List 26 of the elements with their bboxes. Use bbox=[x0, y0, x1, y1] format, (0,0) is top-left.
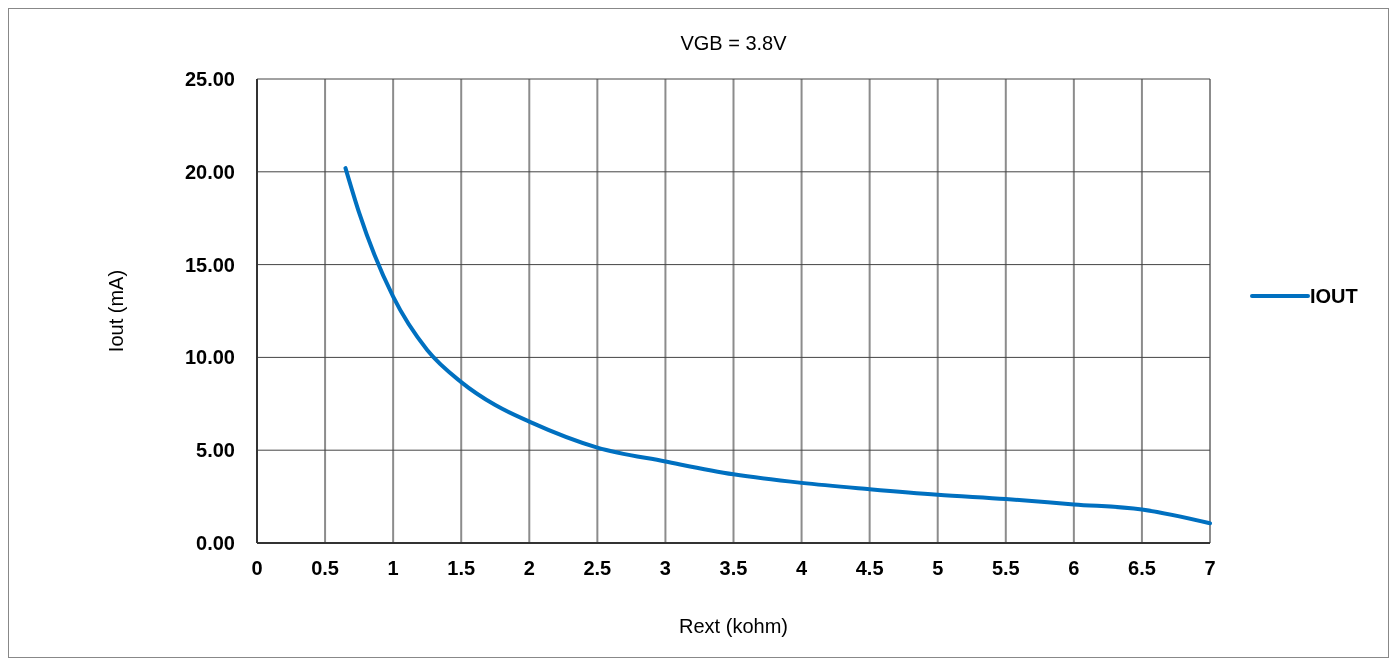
y-tick-label: 20.00 bbox=[184, 160, 235, 183]
y-tick-label: 10.00 bbox=[184, 346, 235, 369]
x-tick-label: 5 bbox=[932, 557, 944, 579]
x-tick-label: 7 bbox=[1204, 557, 1216, 579]
x-tick-label: 2 bbox=[523, 557, 535, 579]
x-tick-label: 1.5 bbox=[447, 557, 476, 579]
x-tick-label: 0 bbox=[251, 557, 263, 579]
x-axis-title: Rext (kohm) bbox=[679, 615, 788, 637]
legend-label: IOUT bbox=[1310, 285, 1358, 307]
x-tick-label: 1 bbox=[387, 557, 399, 579]
x-tick-label: 5.5 bbox=[991, 557, 1020, 579]
y-tick-label: 25.00 bbox=[184, 68, 235, 90]
x-tick-label: 6 bbox=[1068, 557, 1080, 579]
y-tick-label: 0.00 bbox=[196, 532, 235, 554]
chart-title: VGB = 3.8V bbox=[680, 32, 788, 54]
x-tick-label: 3 bbox=[659, 557, 671, 579]
x-tick-label: 4 bbox=[796, 557, 809, 579]
y-axis-title: Iout (mA) bbox=[105, 269, 127, 353]
x-tick-label: 3.5 bbox=[719, 557, 748, 579]
x-tick-label: 6.5 bbox=[1128, 557, 1156, 579]
line-series bbox=[343, 166, 1212, 526]
y-tick-label: 5.00 bbox=[196, 439, 235, 462]
x-tick-label: 0.5 bbox=[311, 557, 339, 579]
x-tick-label: 2.5 bbox=[583, 557, 612, 579]
y-tick-label: 15.00 bbox=[184, 253, 235, 276]
x-tick-label: 4.5 bbox=[855, 557, 884, 579]
